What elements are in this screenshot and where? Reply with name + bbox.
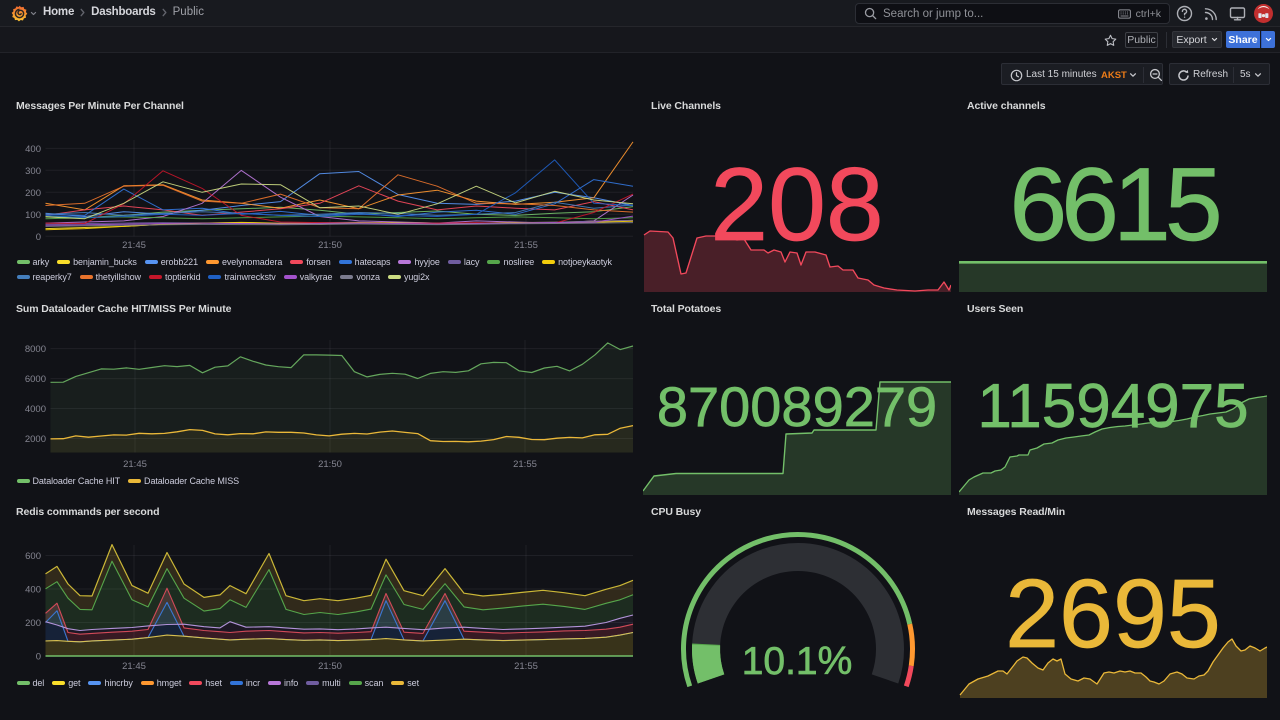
svg-text:2000: 2000 [25, 434, 46, 445]
svg-text:21:55: 21:55 [514, 661, 538, 672]
svg-text:300: 300 [25, 166, 41, 177]
svg-text:0: 0 [36, 652, 41, 663]
svg-text:21:50: 21:50 [318, 661, 342, 672]
svg-text:400: 400 [25, 144, 41, 155]
svg-text:21:45: 21:45 [122, 661, 146, 672]
svg-text:8000: 8000 [25, 344, 46, 355]
svg-text:21:55: 21:55 [514, 240, 538, 251]
svg-text:400: 400 [25, 585, 41, 596]
svg-text:100: 100 [25, 210, 41, 221]
svg-text:600: 600 [25, 551, 41, 562]
svg-text:200: 200 [25, 618, 41, 629]
svg-text:0: 0 [36, 232, 41, 243]
svg-text:200: 200 [25, 188, 41, 199]
svg-text:21:45: 21:45 [122, 240, 146, 251]
svg-text:6000: 6000 [25, 374, 46, 385]
svg-text:4000: 4000 [25, 404, 46, 415]
svg-text:21:50: 21:50 [318, 459, 342, 470]
svg-text:21:45: 21:45 [123, 459, 147, 470]
svg-text:21:50: 21:50 [318, 240, 342, 251]
svg-text:21:55: 21:55 [513, 459, 537, 470]
